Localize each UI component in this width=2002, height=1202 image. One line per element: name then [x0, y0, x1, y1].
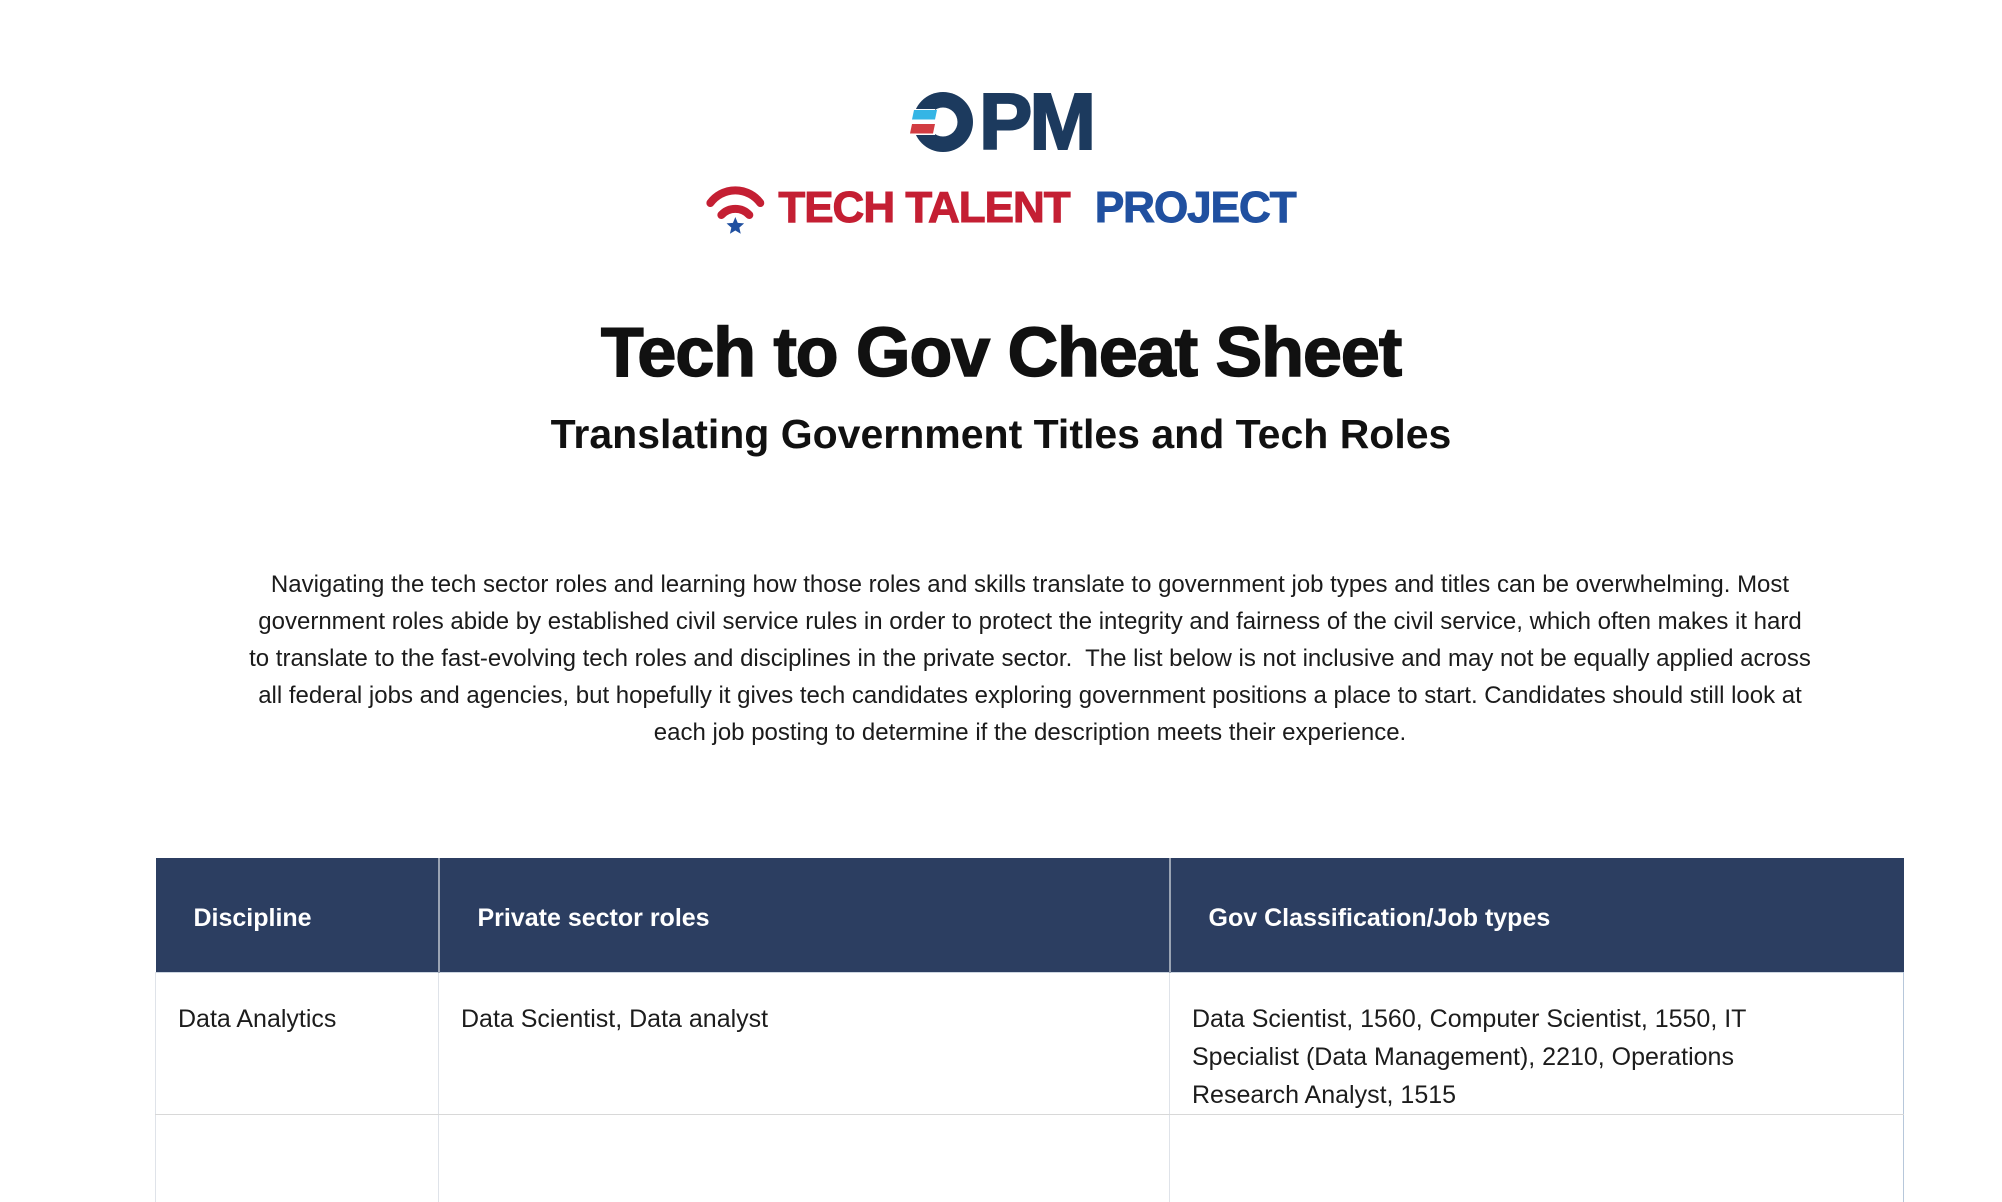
intro-line: government roles abide by established ci… [258, 603, 1801, 640]
intro-line: each job posting to determine if the des… [654, 714, 1406, 751]
cell-gov-classification: Data Scientist, 1560, Computer Scientist… [1170, 973, 1904, 1115]
intro-paragraph: Navigating the tech sector roles and lea… [150, 566, 1910, 751]
ttp-logo-text-tech-talent: TECH TALENT [778, 180, 1081, 236]
intro-line: to translate to the fast-evolving tech r… [249, 640, 1811, 677]
ttp-logo-text-project: PROJECT [1095, 180, 1296, 236]
wifi-star-icon [706, 180, 764, 236]
page: { "logos": { "opm": { "letters": "PM", "… [0, 0, 2002, 1128]
column-header-gov-classification: Gov Classification/Job types [1170, 858, 1904, 973]
table-header-row: Discipline Private sector roles Gov Clas… [156, 858, 1904, 973]
intro-line: Navigating the tech sector roles and lea… [271, 566, 1789, 603]
star-icon [727, 217, 745, 234]
column-header-discipline: Discipline [156, 858, 439, 973]
tech-to-gov-table: Discipline Private sector roles Gov Clas… [155, 858, 1904, 1202]
gov-classification-text: Data Scientist, 1560, Computer Scientist… [1192, 1000, 1840, 1114]
tech-talent-project-logo: TECH TALENT PROJECT [706, 180, 1295, 236]
opm-logo: PM [909, 90, 1093, 154]
cell-private-sector-roles: Data Scientist, Data analyst [439, 973, 1170, 1115]
opm-logo-letters: PM [979, 91, 1093, 153]
column-header-private-sector-roles: Private sector roles [439, 858, 1170, 973]
opm-striped-o-icon [909, 90, 975, 154]
page-subtitle: Translating Government Titles and Tech R… [0, 408, 2002, 460]
page-title: Tech to Gov Cheat Sheet [0, 312, 2002, 392]
cell-discipline: Data Analytics [156, 973, 439, 1115]
table-row: Data Analytics Data Scientist, Data anal… [156, 973, 1904, 1115]
intro-line: all federal jobs and agencies, but hopef… [258, 677, 1802, 714]
